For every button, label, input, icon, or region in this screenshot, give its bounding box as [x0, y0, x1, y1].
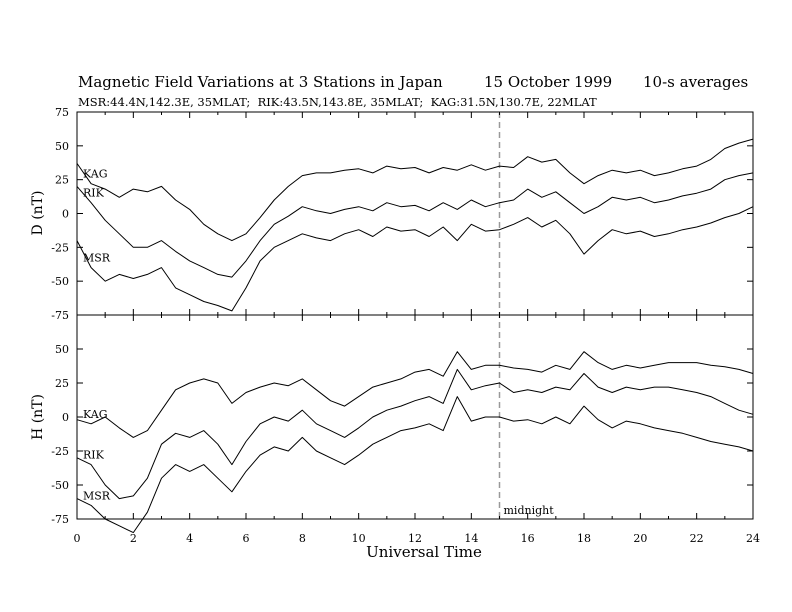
x-tick-label: 10	[352, 532, 366, 545]
bottom-ylabel: H (nT)	[30, 394, 46, 440]
series-line-rik-h	[76, 368, 754, 500]
y-tick-label: 0	[62, 208, 69, 221]
x-tick-label: 8	[299, 532, 306, 545]
y-tick-label: 25	[55, 174, 69, 187]
stations-line: MSR:44.4N,142.3E, 35MLAT; RIK:43.5N,143.…	[78, 95, 597, 109]
bottom-panel-frame	[76, 314, 754, 520]
x-tick-label: 22	[690, 532, 704, 545]
x-tick-label: 16	[521, 532, 535, 545]
y-tick-label: -50	[51, 275, 69, 288]
y-tick-label: 75	[55, 106, 69, 119]
x-axis-label: Universal Time	[366, 543, 482, 561]
x-tick-label: 24	[746, 532, 760, 545]
y-tick-label: 50	[55, 343, 69, 356]
station-label: KAG	[83, 168, 108, 181]
x-tick-label: 20	[633, 532, 647, 545]
y-tick-label: 0	[62, 411, 69, 424]
chart-averaging: 10-s averages	[643, 73, 748, 91]
x-tick-label: 0	[74, 532, 81, 545]
x-tick-label: 12	[408, 532, 422, 545]
series-layer: KAG RIK MSR KAG RIK MSR	[76, 138, 754, 534]
midnight-label: midnight	[504, 504, 555, 517]
y-tick-label: -75	[51, 309, 69, 322]
y-tick-label: -25	[51, 241, 69, 254]
series-line-rik-d	[76, 172, 754, 278]
x-tick-label: 4	[186, 532, 193, 545]
x-tick-label: 2	[130, 532, 137, 545]
series-line-msr-h	[76, 396, 754, 534]
chart-title: Magnetic Field Variations at 3 Stations …	[78, 73, 443, 91]
station-label: MSR	[83, 489, 111, 502]
station-label: KAG	[83, 408, 108, 421]
y-tick-label: -25	[51, 445, 69, 458]
y-tick-label: -75	[51, 513, 69, 526]
series-line-kag-d	[76, 138, 754, 242]
x-tick-label: 6	[243, 532, 250, 545]
station-label: RIK	[83, 187, 105, 200]
chart-date: 15 October 1999	[484, 73, 612, 91]
x-tick-label: 14	[464, 532, 478, 545]
series-line-msr-d	[76, 206, 754, 312]
y-tick-label: 25	[55, 377, 69, 390]
top-panel-frame	[76, 111, 754, 316]
station-label: RIK	[83, 449, 105, 462]
x-tick-label: 18	[577, 532, 591, 545]
y-tick-label: -50	[51, 479, 69, 492]
series-line-kag-h	[76, 351, 754, 438]
top-ylabel: D (nT)	[30, 191, 46, 236]
station-label: MSR	[83, 252, 111, 265]
y-tick-label: 50	[55, 140, 69, 153]
